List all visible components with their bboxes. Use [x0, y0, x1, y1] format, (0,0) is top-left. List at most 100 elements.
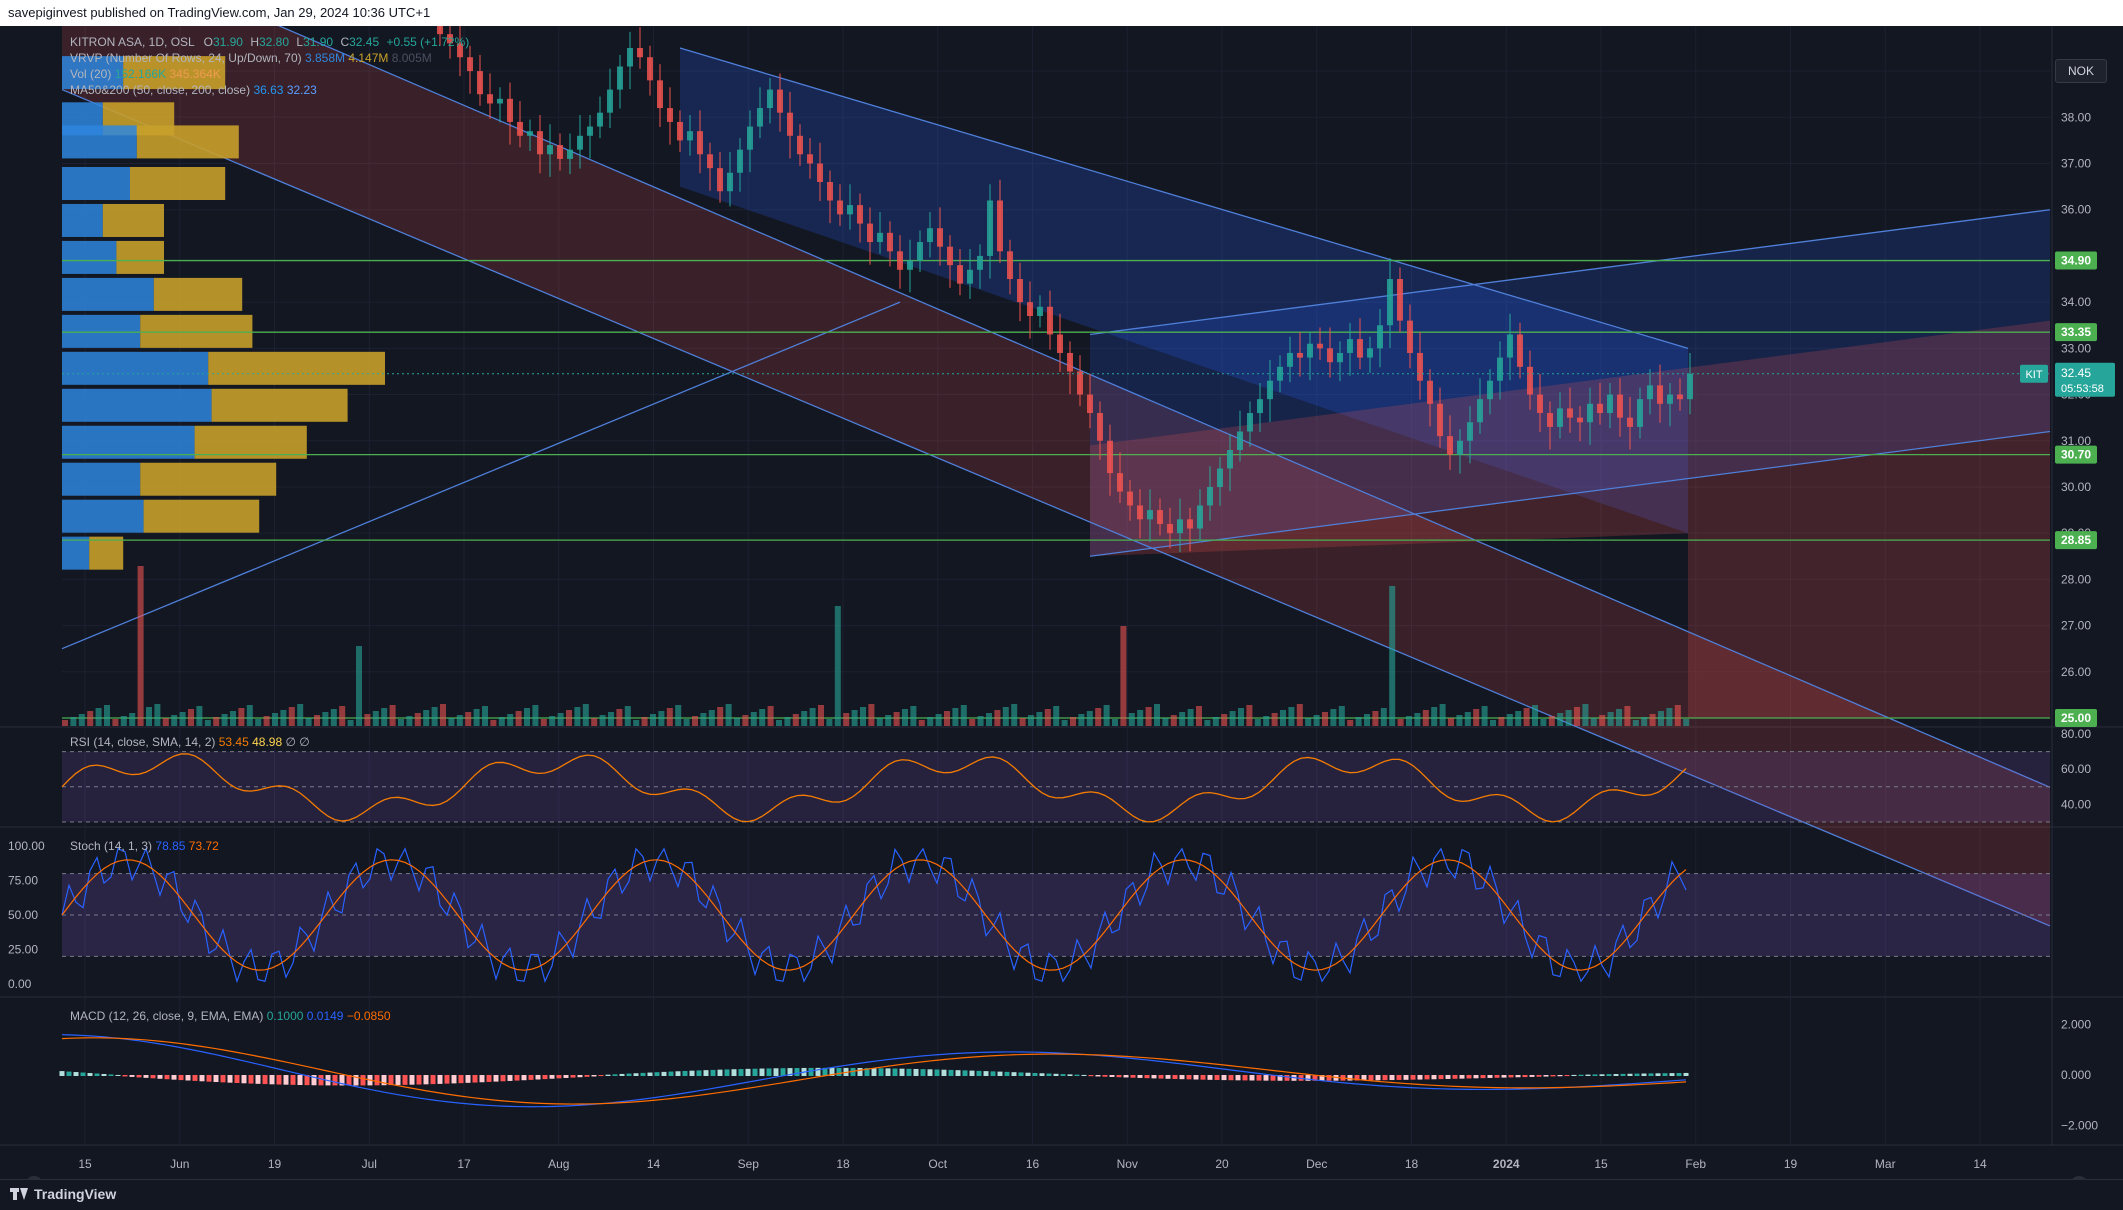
candle-body[interactable]	[1037, 306, 1043, 316]
candle-body[interactable]	[507, 98, 513, 122]
candle-body[interactable]	[1357, 339, 1363, 358]
candle-body[interactable]	[1047, 306, 1053, 335]
candle-body[interactable]	[567, 149, 573, 159]
candle-body[interactable]	[527, 131, 533, 136]
candle-body[interactable]	[1577, 417, 1583, 423]
candle-body[interactable]	[1617, 394, 1623, 418]
candle-body[interactable]	[1567, 408, 1573, 418]
candle-body[interactable]	[537, 131, 543, 155]
candle-body[interactable]	[947, 246, 953, 266]
tradingview-logo[interactable]: TradingView	[10, 1186, 116, 1202]
chart-canvas[interactable]: 15 Jun 19 Jul 17 Aug 14 Sep 18 Oct 16 Nov 20 Dec 18 202…	[0, 26, 2123, 1179]
candle-body[interactable]	[587, 126, 593, 136]
candle-body[interactable]	[807, 154, 813, 164]
candle-body[interactable]	[987, 200, 993, 256]
candle-body[interactable]	[1247, 413, 1253, 432]
candle-body[interactable]	[1177, 519, 1183, 534]
candle-body[interactable]	[1207, 486, 1213, 506]
candle-body[interactable]	[1467, 422, 1473, 441]
candle-body[interactable]	[1157, 510, 1163, 524]
candle-body[interactable]	[1217, 468, 1223, 487]
candle-body[interactable]	[1417, 352, 1423, 381]
candle-body[interactable]	[547, 145, 553, 155]
candle-body[interactable]	[1657, 385, 1663, 404]
candle-body[interactable]	[757, 108, 763, 127]
candle-body[interactable]	[1447, 436, 1453, 455]
rsi-label[interactable]: RSI (14, close, SMA, 14, 2)	[70, 735, 216, 749]
currency-button[interactable]: NOK	[2055, 59, 2107, 83]
candle-body[interactable]	[857, 205, 863, 224]
candle-body[interactable]	[1287, 352, 1293, 367]
candle-body[interactable]	[487, 94, 493, 104]
candle-body[interactable]	[1067, 352, 1073, 372]
stoch-label[interactable]: Stoch (14, 1, 3)	[70, 839, 153, 853]
candle-body[interactable]	[1167, 523, 1173, 534]
candle-body[interactable]	[747, 126, 753, 150]
candle-body[interactable]	[1137, 505, 1143, 520]
candle-body[interactable]	[1547, 413, 1553, 427]
candle-body[interactable]	[1527, 366, 1533, 395]
candle-body[interactable]	[697, 131, 703, 155]
candle-body[interactable]	[777, 89, 783, 113]
candle-body[interactable]	[467, 57, 473, 72]
candle-body[interactable]	[667, 108, 673, 122]
candle-body[interactable]	[1017, 279, 1023, 303]
candle-body[interactable]	[1257, 399, 1263, 414]
macd-label[interactable]: MACD (12, 26, close, 9, EMA, EMA)	[70, 1009, 264, 1023]
candle-body[interactable]	[1127, 491, 1133, 506]
trend-line[interactable]	[62, 26, 2051, 788]
candle-body[interactable]	[1007, 251, 1013, 280]
candle-body[interactable]	[1367, 348, 1373, 358]
candle-body[interactable]	[867, 223, 873, 243]
candle-body[interactable]	[1557, 408, 1563, 427]
candle-body[interactable]	[1077, 371, 1083, 395]
candle-body[interactable]	[897, 251, 903, 270]
trend-line[interactable]	[679, 47, 1689, 349]
candle-body[interactable]	[1187, 519, 1193, 529]
candle-body[interactable]	[1097, 413, 1103, 441]
candle-body[interactable]	[437, 26, 443, 35]
candle-body[interactable]	[1677, 394, 1683, 400]
candle-body[interactable]	[997, 200, 1003, 252]
candle-body[interactable]	[1607, 394, 1613, 414]
candle-body[interactable]	[887, 232, 893, 252]
candle-body[interactable]	[817, 163, 823, 182]
candle-body[interactable]	[727, 172, 733, 192]
vrvp-label[interactable]: VRVP (Number Of Rows, 24, Up/Down, 70)	[70, 51, 302, 65]
candle-body[interactable]	[1457, 440, 1463, 455]
candle-body[interactable]	[1687, 373, 1693, 400]
candle-body[interactable]	[907, 260, 913, 270]
candle-body[interactable]	[1497, 357, 1503, 381]
candle-body[interactable]	[1667, 394, 1673, 404]
candle-body[interactable]	[1197, 505, 1203, 529]
candle-body[interactable]	[1307, 343, 1313, 358]
ma-label[interactable]: MA50&200 (50, close, 200, close)	[70, 83, 251, 97]
candle-body[interactable]	[687, 131, 693, 141]
candle-body[interactable]	[1107, 440, 1113, 474]
candle-body[interactable]	[1487, 380, 1493, 400]
candle-body[interactable]	[647, 57, 653, 81]
candle-body[interactable]	[1597, 403, 1603, 414]
candle-body[interactable]	[1637, 399, 1643, 427]
candle-body[interactable]	[617, 66, 623, 90]
candle-body[interactable]	[1237, 431, 1243, 450]
chart-area[interactable]: 15 Jun 19 Jul 17 Aug 14 Sep 18 Oct 16 Nov 20 Dec 18 202…	[0, 26, 2123, 1194]
candle-body[interactable]	[597, 112, 603, 127]
candle-body[interactable]	[827, 182, 833, 201]
candle-body[interactable]	[917, 242, 923, 261]
candle-body[interactable]	[1027, 302, 1033, 316]
candle-body[interactable]	[1277, 366, 1283, 381]
candle-body[interactable]	[787, 112, 793, 136]
candle-body[interactable]	[677, 121, 683, 141]
candle-body[interactable]	[1627, 417, 1633, 427]
candle-body[interactable]	[1327, 348, 1333, 363]
symbol-title[interactable]: KITRON ASA, 1D, OSL	[70, 35, 195, 49]
candle-body[interactable]	[877, 232, 883, 243]
candle-body[interactable]	[717, 168, 723, 192]
candle-body[interactable]	[1087, 394, 1093, 414]
candle-body[interactable]	[627, 48, 633, 67]
candle-body[interactable]	[577, 135, 583, 150]
candle-body[interactable]	[497, 98, 503, 104]
candle-body[interactable]	[1427, 380, 1433, 404]
candle-body[interactable]	[1117, 473, 1123, 492]
